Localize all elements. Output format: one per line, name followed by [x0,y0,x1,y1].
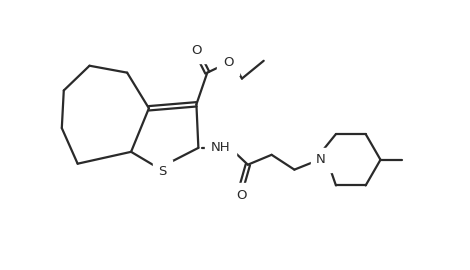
Text: O: O [223,56,233,69]
Text: S: S [158,165,167,178]
Text: NH: NH [211,141,230,154]
Text: O: O [237,189,247,202]
Text: N: N [316,153,326,166]
Text: O: O [191,44,202,57]
